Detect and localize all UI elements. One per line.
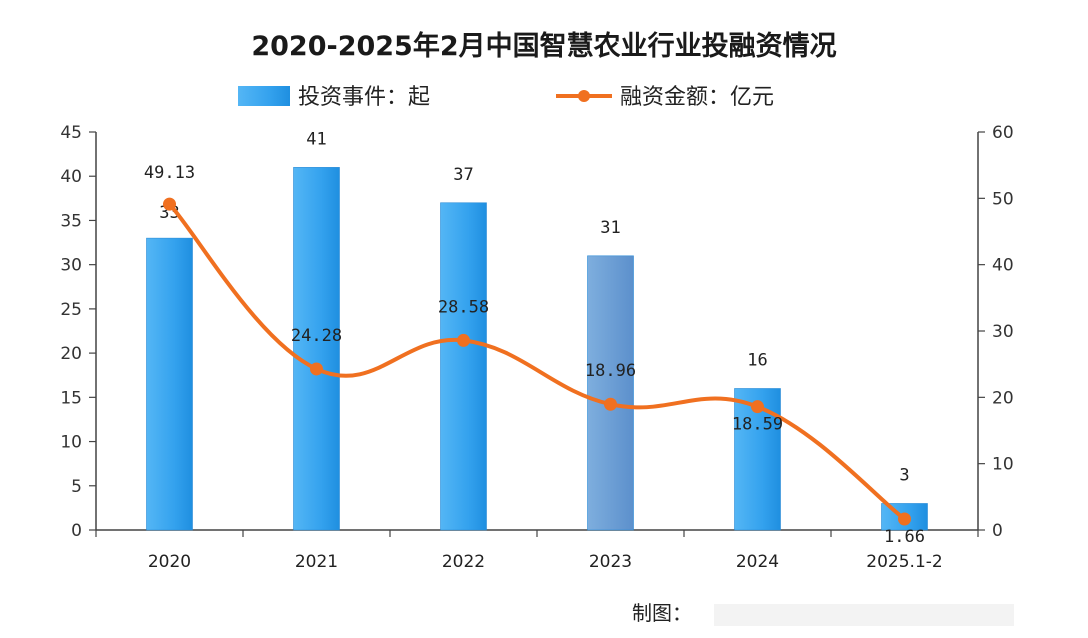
chart-title: 2020-2025年2月中国智慧农业行业投融资情况 — [251, 30, 836, 62]
line-value-label: 18.59 — [732, 415, 783, 435]
line-value-label: 1.66 — [884, 527, 925, 547]
legend-line-label: 融资金额：亿元 — [620, 85, 774, 110]
bar — [146, 237, 193, 531]
y-left-tick-label: 5 — [71, 477, 82, 497]
y-right-tick-label: 50 — [992, 189, 1014, 209]
bar-value-label: 3 — [899, 465, 909, 485]
y-left-tick-label: 10 — [60, 433, 82, 453]
legend-bar-label: 投资事件：起 — [298, 85, 430, 110]
y-left-tick-label: 15 — [60, 388, 82, 408]
y-right-tick-label: 40 — [992, 256, 1014, 276]
source-label: 制图： — [632, 601, 692, 625]
x-tick-label: 2025.1-2 — [866, 552, 942, 572]
line-value-label: 18.96 — [585, 361, 636, 381]
x-tick-label: 2021 — [295, 552, 338, 572]
bar-series — [146, 167, 928, 531]
line-point — [898, 512, 911, 526]
bar-value-label: 31 — [600, 218, 620, 238]
legend-line-marker — [578, 90, 590, 102]
line-point — [604, 397, 617, 411]
x-tick-label: 2020 — [148, 552, 191, 572]
line-series — [163, 197, 911, 526]
legend-bar-swatch — [238, 86, 290, 106]
line-point — [163, 197, 176, 211]
line-value-label: 49.13 — [144, 163, 195, 183]
y-left-tick-label: 20 — [60, 344, 82, 364]
line-value-label: 24.28 — [291, 326, 342, 346]
y-right-tick-label: 20 — [992, 388, 1014, 408]
y-left-tick-label: 40 — [60, 167, 82, 187]
line-value-label: 28.58 — [438, 297, 489, 317]
bar — [587, 255, 634, 531]
y-left-tick-label: 30 — [60, 256, 82, 276]
bar — [440, 202, 487, 531]
x-tick-label: 2023 — [589, 552, 632, 572]
y-right-tick-label: 60 — [992, 123, 1014, 143]
legend: 投资事件：起 融资金额：亿元 — [238, 85, 774, 110]
x-tick-label: 2024 — [736, 552, 779, 572]
source-redacted — [714, 604, 1014, 626]
y-left-tick-label: 0 — [71, 521, 82, 541]
line-point — [310, 362, 323, 376]
line-path — [168, 202, 906, 521]
line-point — [751, 400, 764, 414]
bar-value-label: 41 — [306, 129, 326, 149]
y-left-tick-label: 25 — [60, 300, 82, 320]
line-point — [457, 333, 470, 347]
y-right-tick-label: 10 — [992, 455, 1014, 475]
y-right-tick-label: 30 — [992, 322, 1014, 342]
y-left-tick-label: 45 — [60, 123, 82, 143]
bar-value-label: 37 — [453, 165, 473, 185]
bar-value-label: 16 — [747, 350, 767, 370]
x-tick-label: 2022 — [442, 552, 485, 572]
line-labels: 49.13 24.28 28.58 18.96 18.59 1.66 — [144, 163, 925, 547]
y-left-tick-label: 35 — [60, 211, 82, 231]
axes: 0 5 10 15 20 25 30 35 40 45 0 10 20 30 40 50 60 2020 2021 2… — [60, 123, 1013, 572]
bar — [293, 167, 340, 531]
y-right-tick-label: 0 — [992, 521, 1003, 541]
